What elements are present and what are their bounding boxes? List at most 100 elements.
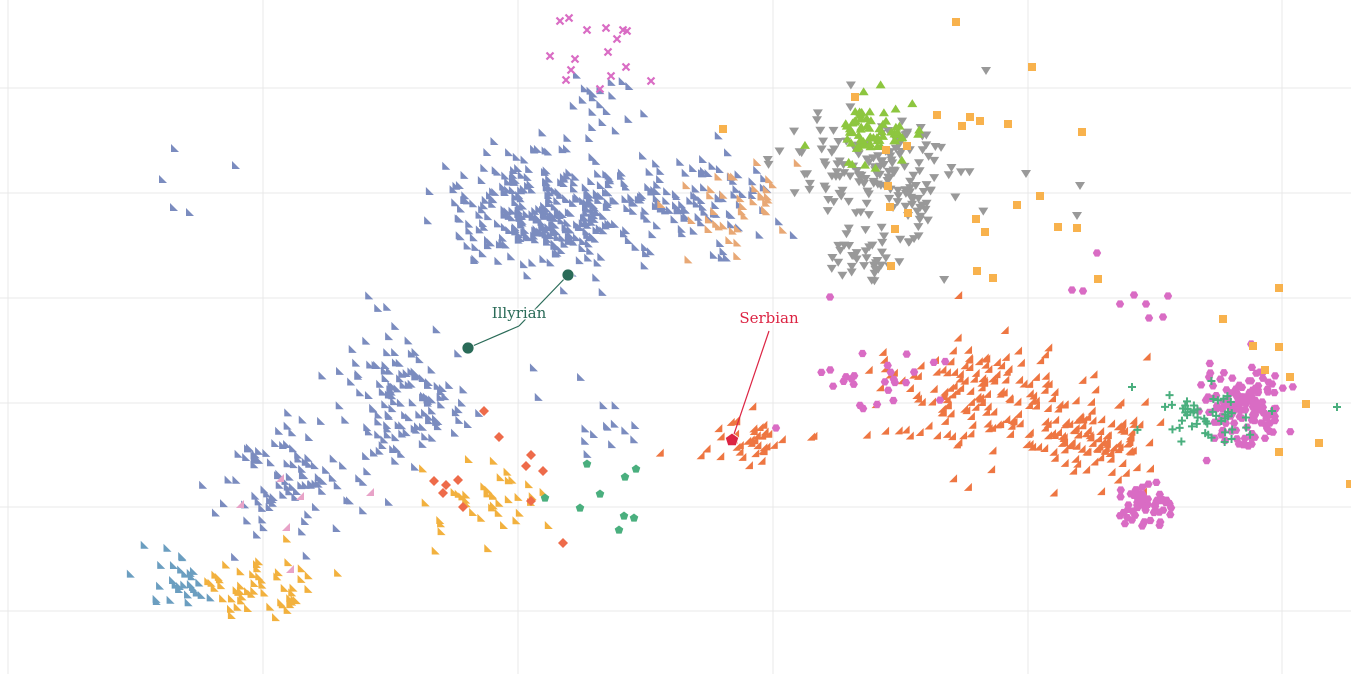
point-s10-106 bbox=[1233, 390, 1242, 398]
point-s0-590 bbox=[343, 496, 352, 505]
point-s0-554 bbox=[640, 211, 649, 220]
point-s9-152 bbox=[992, 370, 1001, 379]
point-s0-599 bbox=[322, 465, 331, 474]
point-s12-12 bbox=[1073, 224, 1081, 232]
point-s0-411 bbox=[390, 397, 399, 406]
point-s9-239 bbox=[1061, 417, 1070, 426]
point-s4-36 bbox=[762, 207, 771, 216]
series-12 bbox=[719, 18, 1351, 488]
point-s0-272 bbox=[532, 225, 541, 234]
point-s0-642 bbox=[289, 460, 298, 469]
point-s0-684 bbox=[581, 424, 590, 433]
point-s0-650 bbox=[288, 428, 297, 437]
point-s9-293 bbox=[744, 461, 753, 470]
point-s0-468 bbox=[396, 398, 405, 407]
point-s0-182 bbox=[512, 152, 521, 161]
point-s4-23 bbox=[730, 172, 739, 181]
point-s0-41 bbox=[519, 184, 528, 193]
point-s7-28 bbox=[964, 168, 975, 177]
point-s3-93 bbox=[489, 491, 498, 500]
point-s0-659 bbox=[266, 496, 275, 505]
point-s0-487 bbox=[700, 183, 709, 192]
point-s9-5 bbox=[947, 432, 956, 441]
point-s3-50 bbox=[286, 600, 295, 609]
point-s0-83 bbox=[517, 170, 526, 179]
point-s3-51 bbox=[207, 578, 216, 587]
point-s9-292 bbox=[769, 440, 778, 449]
point-s1-16 bbox=[152, 594, 161, 603]
point-s9-137 bbox=[932, 367, 941, 376]
point-s0-686 bbox=[610, 419, 619, 428]
point-s4-19 bbox=[733, 251, 742, 260]
point-s3-41 bbox=[297, 564, 306, 573]
point-s7-107 bbox=[841, 230, 852, 239]
point-s0-680 bbox=[630, 435, 639, 444]
point-s4-35 bbox=[763, 192, 772, 201]
point-s0-547 bbox=[689, 226, 698, 235]
point-s9-134 bbox=[960, 361, 969, 370]
point-s9-247 bbox=[1129, 416, 1138, 425]
point-s11-38 bbox=[1190, 406, 1199, 415]
point-s0-409 bbox=[389, 444, 398, 453]
point-s8-37 bbox=[855, 135, 866, 144]
point-s0-248 bbox=[571, 172, 580, 181]
point-s9-74 bbox=[1050, 387, 1059, 396]
point-s0-652 bbox=[266, 458, 275, 467]
point-s12-10 bbox=[1013, 201, 1021, 209]
point-s12-26 bbox=[1275, 448, 1283, 456]
point-s11-14 bbox=[1217, 416, 1226, 425]
point-s0-506 bbox=[691, 184, 700, 193]
point-s9-62 bbox=[1043, 403, 1052, 412]
point-s3-25 bbox=[249, 570, 258, 579]
point-s0-327 bbox=[455, 180, 464, 189]
point-s4-14 bbox=[740, 211, 749, 220]
point-s0-557 bbox=[689, 164, 698, 173]
point-s0-281 bbox=[494, 219, 503, 228]
point-s7-18 bbox=[762, 155, 773, 164]
point-s0-389 bbox=[391, 321, 400, 330]
point-s9-263 bbox=[1022, 440, 1031, 449]
point-s1-28 bbox=[178, 552, 187, 561]
point-s0-205 bbox=[591, 234, 600, 243]
point-s3-47 bbox=[232, 586, 241, 595]
point-s6-1 bbox=[620, 472, 630, 481]
point-s0-448 bbox=[383, 302, 392, 311]
point-s3-28 bbox=[255, 557, 264, 566]
point-s3-79 bbox=[437, 527, 446, 536]
point-s3-92 bbox=[450, 487, 459, 496]
point-s12-1 bbox=[1028, 63, 1036, 71]
point-s0-269 bbox=[595, 224, 604, 233]
point-s13-5 bbox=[622, 26, 632, 36]
point-s9-10 bbox=[964, 345, 973, 354]
point-s9-63 bbox=[950, 367, 959, 376]
point-s9-217 bbox=[1049, 488, 1058, 497]
point-s9-200 bbox=[1113, 400, 1122, 409]
point-s3-76 bbox=[503, 467, 512, 476]
point-s7-19 bbox=[913, 194, 924, 203]
point-s0-4 bbox=[528, 258, 537, 267]
point-s9-271 bbox=[702, 444, 711, 453]
point-s1-7 bbox=[195, 578, 204, 587]
point-s9-151 bbox=[984, 424, 993, 433]
point-s12-32 bbox=[882, 146, 890, 154]
point-s0-660 bbox=[596, 100, 605, 109]
point-s0-541 bbox=[636, 195, 645, 204]
point-s12-21 bbox=[1275, 343, 1283, 351]
point-s0-326 bbox=[471, 254, 480, 263]
point-s11-11 bbox=[1242, 423, 1251, 432]
point-s0-372 bbox=[405, 413, 414, 422]
point-s3-39 bbox=[290, 595, 299, 604]
point-s0-453 bbox=[410, 424, 419, 433]
point-s0-140 bbox=[550, 202, 559, 211]
point-s11-0 bbox=[1161, 402, 1170, 411]
point-s0-669 bbox=[618, 76, 627, 85]
point-s10-53 bbox=[1240, 434, 1249, 442]
point-s9-147 bbox=[1009, 417, 1018, 426]
point-s11-50 bbox=[1333, 403, 1341, 411]
point-s0-167 bbox=[463, 241, 472, 250]
point-s0-567 bbox=[734, 170, 743, 179]
point-s5-9 bbox=[458, 502, 468, 512]
point-s0-383 bbox=[352, 358, 361, 367]
point-s7-140 bbox=[860, 226, 871, 235]
point-s9-108 bbox=[875, 383, 884, 392]
